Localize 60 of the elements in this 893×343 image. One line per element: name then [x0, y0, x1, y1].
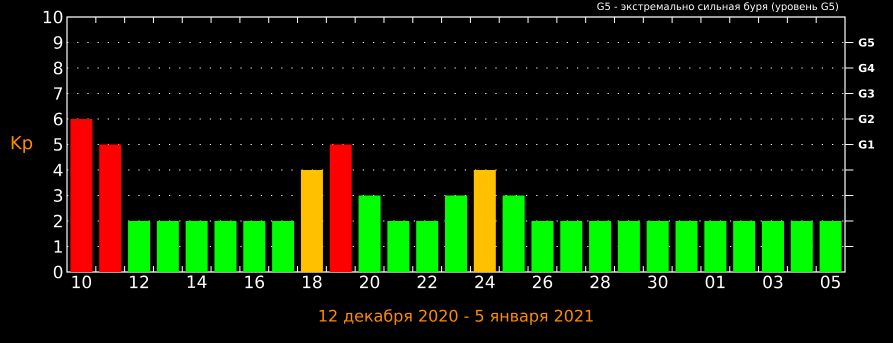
y-tick-label: 10	[44, 10, 62, 24]
bar	[820, 221, 842, 272]
text: G1	[858, 140, 874, 149]
x-tick-label: 03	[763, 276, 782, 288]
x-tick-label: 26	[532, 276, 552, 288]
x-tick-label: 24	[475, 276, 495, 288]
bar	[387, 221, 410, 272]
x-tick-label: 01	[706, 276, 725, 288]
y-tick-label: 8	[54, 62, 62, 74]
x-axis-title: 12 декабря 2020 - 5 января 2021	[320, 309, 593, 325]
y-tick-label: 9	[54, 36, 62, 49]
bar	[676, 221, 698, 272]
bar	[128, 221, 150, 272]
bar	[531, 221, 554, 272]
bar	[474, 170, 496, 272]
bar	[618, 221, 640, 272]
x-tick-label: 22	[418, 276, 436, 288]
y-tick-label: 6	[54, 112, 62, 126]
x-tick-label: 18	[303, 276, 322, 288]
y-axis-title: Kp	[12, 136, 32, 153]
bar	[646, 221, 669, 272]
y-tick-label: 2	[54, 214, 62, 228]
y-tick-label: 1	[54, 240, 62, 253]
x-tick-label: 12	[130, 276, 148, 288]
x-tick-label: 30	[648, 276, 668, 288]
text: G4	[858, 64, 874, 72]
bar	[300, 170, 323, 272]
text: G5	[858, 38, 874, 47]
bar	[704, 221, 726, 272]
bar	[156, 221, 179, 272]
x-tick-label: 16	[245, 276, 264, 288]
x-tick-label: 28	[590, 276, 610, 288]
bar	[790, 221, 813, 272]
bar	[330, 144, 352, 272]
y-tick-label: 3	[54, 189, 62, 202]
x-tick-label: 20	[360, 276, 380, 288]
bar	[589, 221, 612, 272]
bar	[762, 221, 784, 272]
text: G5 - экстремально сильная буря (уровень G5)	[597, 2, 838, 12]
bar	[243, 221, 266, 272]
y-tick-label: 0	[54, 266, 62, 278]
bar	[99, 144, 122, 272]
text: G3	[858, 89, 874, 98]
bar	[272, 221, 294, 272]
bar	[70, 119, 92, 272]
bar	[186, 221, 208, 272]
bar	[445, 196, 468, 272]
bar	[502, 196, 525, 272]
bar	[733, 221, 756, 272]
bar	[416, 221, 438, 272]
y-tick-label: 7	[54, 87, 62, 100]
y-tick-label: 4	[54, 164, 63, 176]
x-tick-label: 05	[820, 276, 840, 288]
text: G2	[858, 114, 874, 124]
y-tick-label: 5	[54, 138, 62, 151]
bar	[560, 221, 582, 272]
bar	[214, 221, 236, 272]
x-tick-label: 14	[188, 276, 206, 288]
x-tick-label: 10	[72, 276, 92, 288]
bar	[358, 196, 381, 272]
